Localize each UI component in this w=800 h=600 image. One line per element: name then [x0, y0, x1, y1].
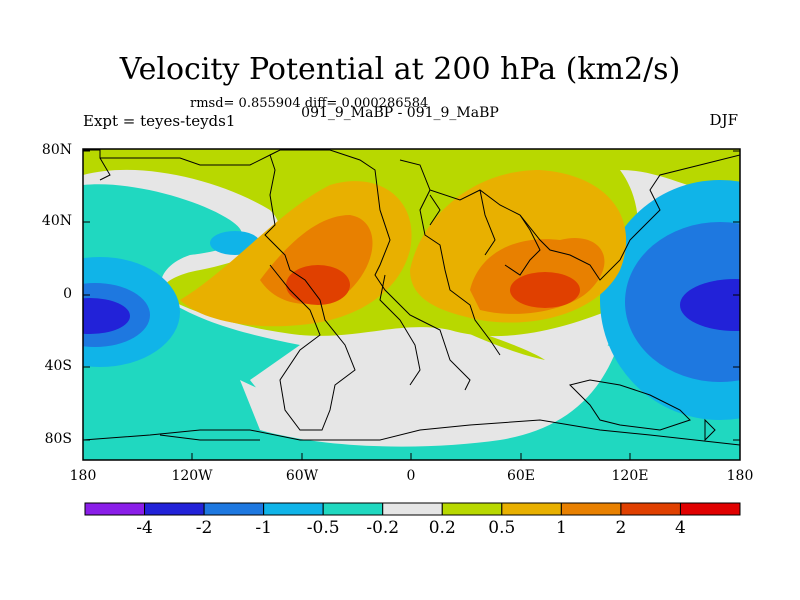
colorbar-swatch	[441, 502, 503, 516]
colorbar-label: -0.5	[306, 518, 340, 538]
comparison-label: 091_9_MaBP - 091_9_MaBP	[301, 105, 499, 121]
experiment-label: Expt = teyes-teyds1	[83, 112, 236, 130]
colorbar-label: -0.2	[366, 518, 400, 538]
y-tick-label: 80S	[44, 431, 72, 447]
colorbar-swatch	[679, 502, 741, 516]
coastlines	[83, 149, 740, 446]
colorbar-label: -4	[136, 518, 153, 538]
colorbar-swatch	[560, 502, 622, 516]
colorbar-swatch	[322, 502, 384, 516]
colorbar-label: 0.5	[488, 518, 516, 538]
x-tick-label: 180	[69, 468, 97, 484]
season-label: DJF	[709, 111, 738, 129]
colorbar-label: -1	[255, 518, 272, 538]
x-tick-label: 60W	[285, 468, 319, 484]
colorbar-swatch	[84, 502, 146, 516]
colorbar-swatch	[144, 502, 205, 516]
colorbar-label: 4	[675, 518, 686, 538]
colorbar-label: 1	[555, 518, 567, 538]
stats-text: rmsd= 0.855904 diff= 0.000286584	[190, 96, 429, 111]
y-tick-label: 0	[63, 286, 72, 302]
colorbar-swatch	[620, 502, 681, 516]
y-tick-label: 40S	[44, 358, 72, 374]
colorbar-swatch	[382, 502, 443, 516]
map-ticks	[83, 150, 740, 460]
map-fill	[83, 149, 740, 460]
colorbar-swatch	[501, 502, 562, 516]
y-tick-label: 40N	[41, 213, 72, 229]
colorbar-swatch	[263, 502, 324, 516]
y-tick-label: 80N	[41, 142, 72, 158]
colorbar-label: -2	[195, 518, 213, 538]
x-tick-label: 0	[406, 468, 416, 484]
colorbar-swatch	[203, 502, 265, 516]
colorbar	[84, 502, 741, 516]
x-tick-label: 60E	[506, 468, 536, 484]
x-tick-label: 120W	[171, 468, 213, 484]
colorbar-label: 2	[615, 518, 627, 538]
x-tick-label: 180	[726, 468, 754, 484]
x-tick-label: 120E	[611, 468, 649, 484]
colorbar-label: 0.2	[428, 518, 456, 538]
plot-title: Velocity Potential at 200 hPa (km2/s)	[119, 52, 681, 87]
